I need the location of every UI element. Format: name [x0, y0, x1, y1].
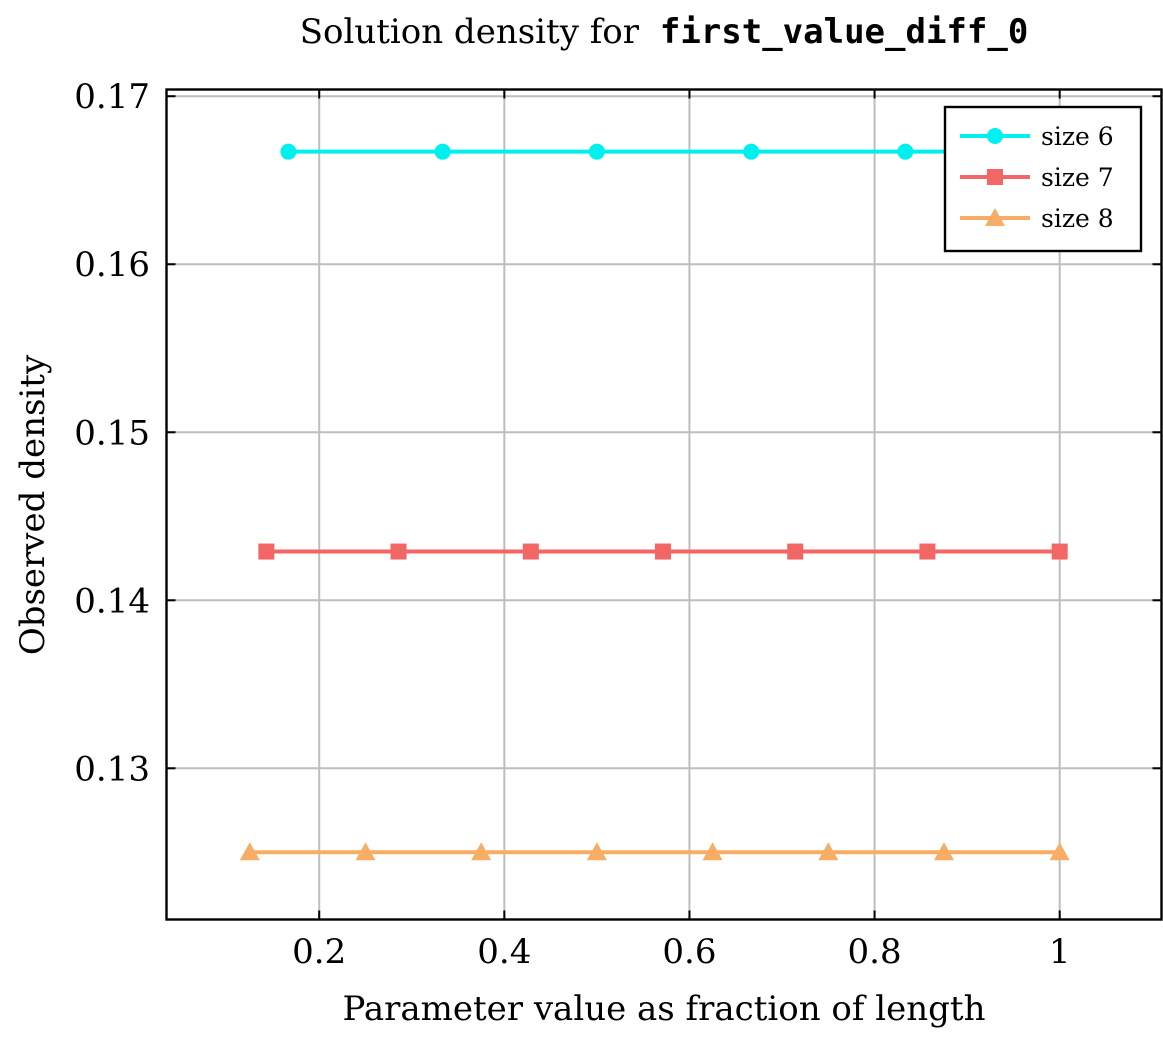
data-point: [654, 543, 671, 560]
data-point: [1051, 543, 1068, 560]
legend-label: size 8: [1041, 204, 1114, 233]
x-axis-label: Parameter value as fraction of length: [343, 989, 986, 1029]
legend-entry: size 6: [960, 122, 1114, 151]
data-point: [818, 842, 839, 861]
y-tick-label: 0.17: [74, 77, 150, 117]
series-layer: [239, 143, 1070, 861]
legend-marker: [985, 208, 1005, 226]
data-point: [933, 842, 954, 861]
data-point: [588, 143, 605, 160]
data-point: [586, 842, 607, 861]
legend-marker: [987, 128, 1003, 144]
x-tick-label: 0.2: [292, 932, 346, 972]
chart-title: Solution density for first_value_diff_0: [300, 12, 1029, 52]
data-point: [258, 543, 275, 560]
series-3: [239, 842, 1070, 861]
x-axis-ticks: 0.2 0.4 0.6 0.8 1: [292, 89, 1071, 972]
series-2: [258, 543, 1068, 560]
data-point: [355, 842, 376, 861]
x-tick-label: 1: [1049, 932, 1071, 972]
data-point: [471, 842, 492, 861]
legend-label: size 6: [1041, 122, 1114, 151]
y-tick-label: 0.13: [74, 749, 150, 789]
y-axis-ticks: 0.13 0.14 0.15 0.16 0.17: [74, 77, 1162, 789]
data-point: [743, 143, 760, 160]
legend: size 6 size 7 size 8: [943, 105, 1143, 253]
legend-marker: [987, 169, 1003, 185]
legend-entry: size 8: [960, 204, 1114, 233]
data-point: [702, 842, 723, 861]
data-point: [239, 842, 260, 861]
data-point: [522, 543, 539, 560]
data-point: [897, 143, 914, 160]
y-tick-label: 0.14: [74, 581, 150, 621]
data-point: [280, 143, 297, 160]
y-tick-label: 0.15: [74, 413, 150, 453]
chart-title-code: first_value_diff_0: [660, 12, 1028, 52]
y-axis-label: Observed density: [13, 354, 53, 655]
legend-items: size 6 size 7 size 8: [960, 122, 1114, 233]
data-point: [1049, 842, 1070, 861]
data-point: [390, 543, 407, 560]
grid: [166, 89, 1162, 920]
data-point: [919, 543, 936, 560]
x-tick-label: 0.6: [662, 932, 716, 972]
data-point: [434, 143, 451, 160]
chart-title-text: Solution density for: [300, 12, 640, 52]
legend-entry: size 7: [960, 163, 1114, 192]
plot-frame: [165, 88, 1163, 921]
y-tick-label: 0.16: [74, 245, 150, 285]
data-point: [787, 543, 804, 560]
legend-label: size 7: [1041, 163, 1114, 192]
x-tick-label: 0.4: [477, 932, 531, 972]
x-tick-label: 0.8: [848, 932, 902, 972]
